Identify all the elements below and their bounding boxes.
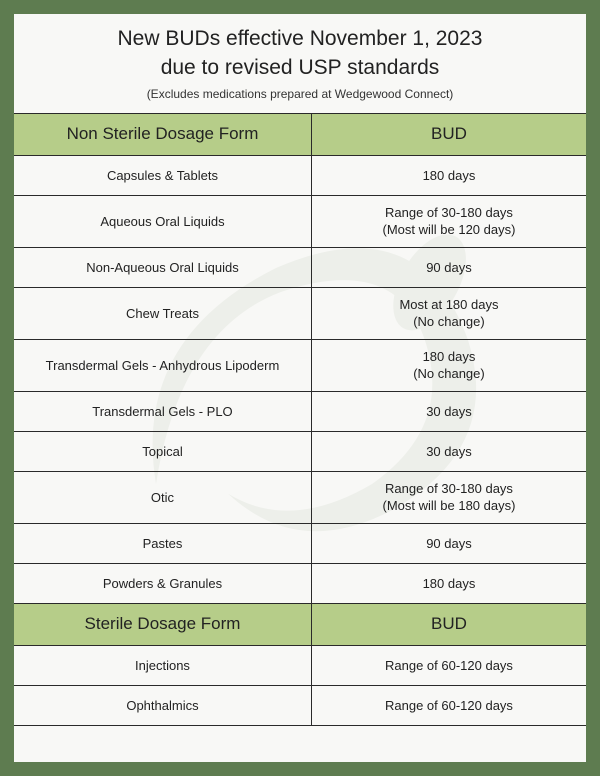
bud-cell: 180 days bbox=[311, 155, 586, 195]
table-body-2: Sterile Dosage Form BUD InjectionsRange … bbox=[14, 603, 586, 725]
dosage-form-cell: Non-Aqueous Oral Liquids bbox=[14, 247, 311, 287]
content: New BUDs effective November 1, 2023 due … bbox=[14, 14, 586, 726]
title-line-1: New BUDs effective November 1, 2023 bbox=[34, 24, 566, 53]
table-row: InjectionsRange of 60-120 days bbox=[14, 645, 586, 685]
dosage-form-cell: Capsules & Tablets bbox=[14, 155, 311, 195]
bud-cell: Range of 30-180 days(Most will be 120 da… bbox=[311, 195, 586, 247]
table-row: Aqueous Oral LiquidsRange of 30-180 days… bbox=[14, 195, 586, 247]
section1-header-row: Non Sterile Dosage Form BUD bbox=[14, 113, 586, 155]
bud-cell: 180 days(No change) bbox=[311, 339, 586, 391]
dosage-form-cell: Chew Treats bbox=[14, 287, 311, 339]
section2-header-right: BUD bbox=[311, 603, 586, 645]
table-row: Pastes90 days bbox=[14, 523, 586, 563]
table-row: Topical30 days bbox=[14, 431, 586, 471]
bud-cell: Range of 60-120 days bbox=[311, 685, 586, 725]
bud-cell: Range of 60-120 days bbox=[311, 645, 586, 685]
title-subtitle: (Excludes medications prepared at Wedgew… bbox=[34, 87, 566, 101]
table-row: Powders & Granules180 days bbox=[14, 563, 586, 603]
bud-cell: Most at 180 days(No change) bbox=[311, 287, 586, 339]
table-row: OticRange of 30-180 days(Most will be 18… bbox=[14, 471, 586, 523]
table-row: Non-Aqueous Oral Liquids90 days bbox=[14, 247, 586, 287]
table-row: Transdermal Gels - PLO30 days bbox=[14, 391, 586, 431]
bud-cell: 180 days bbox=[311, 563, 586, 603]
bud-cell: 90 days bbox=[311, 247, 586, 287]
dosage-form-cell: Powders & Granules bbox=[14, 563, 311, 603]
table-row: Capsules & Tablets180 days bbox=[14, 155, 586, 195]
dosage-form-cell: Otic bbox=[14, 471, 311, 523]
dosage-form-cell: Transdermal Gels - PLO bbox=[14, 391, 311, 431]
title-line-2: due to revised USP standards bbox=[34, 53, 566, 82]
dosage-form-cell: Transdermal Gels - Anhydrous Lipoderm bbox=[14, 339, 311, 391]
page-border: New BUDs effective November 1, 2023 due … bbox=[0, 0, 600, 776]
section1-header-right: BUD bbox=[311, 113, 586, 155]
section2-header-row: Sterile Dosage Form BUD bbox=[14, 603, 586, 645]
bud-cell: 30 days bbox=[311, 391, 586, 431]
section1-header-left: Non Sterile Dosage Form bbox=[14, 113, 311, 155]
bud-cell: Range of 30-180 days(Most will be 180 da… bbox=[311, 471, 586, 523]
table-row: OphthalmicsRange of 60-120 days bbox=[14, 685, 586, 725]
bud-cell: 30 days bbox=[311, 431, 586, 471]
bud-cell: 90 days bbox=[311, 523, 586, 563]
title-block: New BUDs effective November 1, 2023 due … bbox=[14, 14, 586, 113]
page-inner: New BUDs effective November 1, 2023 due … bbox=[14, 14, 586, 762]
dosage-form-cell: Ophthalmics bbox=[14, 685, 311, 725]
dosage-form-cell: Pastes bbox=[14, 523, 311, 563]
table-row: Chew TreatsMost at 180 days(No change) bbox=[14, 287, 586, 339]
dosage-form-cell: Aqueous Oral Liquids bbox=[14, 195, 311, 247]
dosage-form-cell: Topical bbox=[14, 431, 311, 471]
table-body: Non Sterile Dosage Form BUD Capsules & T… bbox=[14, 113, 586, 603]
dosage-form-cell: Injections bbox=[14, 645, 311, 685]
bud-table: Non Sterile Dosage Form BUD Capsules & T… bbox=[14, 113, 586, 726]
table-row: Transdermal Gels - Anhydrous Lipoderm180… bbox=[14, 339, 586, 391]
section2-header-left: Sterile Dosage Form bbox=[14, 603, 311, 645]
